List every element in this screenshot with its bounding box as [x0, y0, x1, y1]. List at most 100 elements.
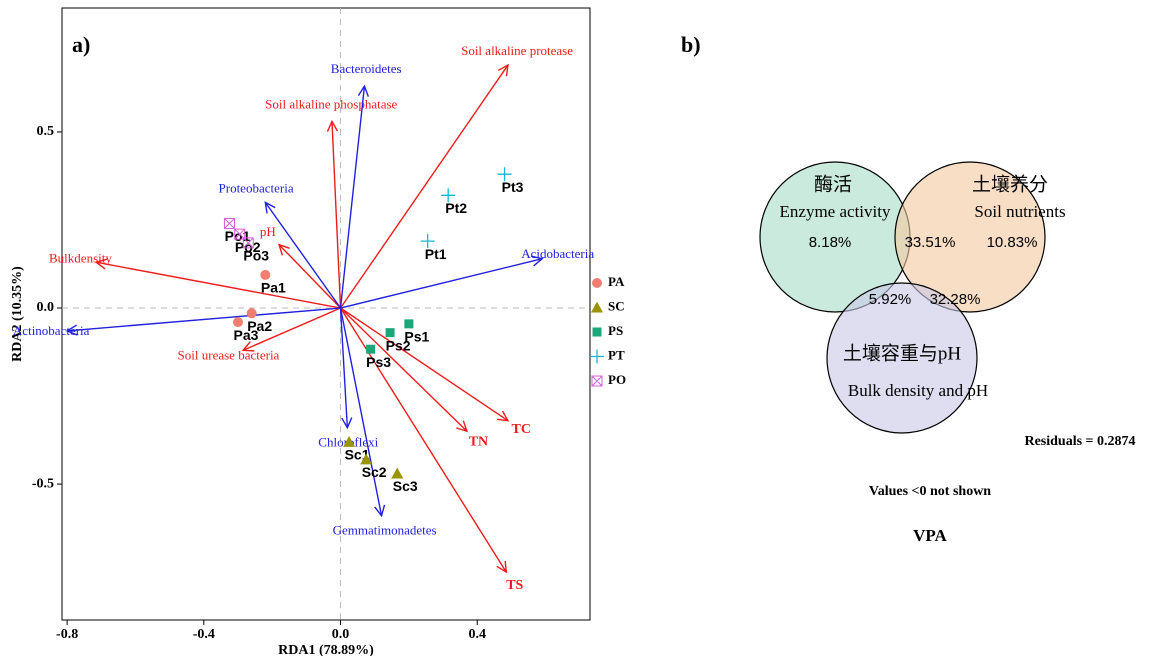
arrow-label: Bacteroidetes: [331, 61, 402, 76]
arrow-label: TN: [469, 435, 488, 450]
residuals: Residuals = 0.2874: [1024, 434, 1135, 449]
arrow-label: Gemmatimonadetes: [333, 522, 437, 537]
point: [592, 327, 602, 337]
point: [343, 435, 356, 447]
region-value: 33.51%: [905, 234, 956, 251]
venn-set: [894, 161, 1046, 313]
point: [242, 237, 254, 249]
point-label: Ps1: [404, 329, 429, 345]
point-label: Pa1: [261, 280, 286, 296]
arrow-head: [496, 560, 508, 574]
arrow-label: Soil alkaline protease: [461, 43, 573, 58]
arrow-label: TC: [512, 422, 531, 437]
legend-label: PS: [608, 323, 623, 338]
set-subname: Bulk density and pH: [848, 381, 988, 400]
arrow: [264, 201, 342, 309]
region-value: 32.28%: [930, 291, 981, 308]
region-value: 5.92%: [869, 291, 912, 308]
point: [260, 269, 271, 280]
point: [366, 344, 376, 354]
set-name: 酶活: [814, 173, 852, 195]
x-tick-label: 0.0: [332, 627, 350, 642]
y-axis-label: RDA2 (10.35%): [10, 266, 25, 362]
arrow: [339, 307, 383, 516]
arrow-head: [374, 504, 386, 518]
arrow-label: TS: [506, 578, 523, 593]
arrow: [67, 307, 341, 332]
point: [404, 319, 414, 329]
point-label: Po2: [235, 239, 261, 255]
region-value: 10.83%: [987, 234, 1038, 251]
y-tick-label: 0.5: [37, 124, 55, 139]
y-tick-label: 0.0: [37, 300, 55, 315]
arrow: [339, 307, 349, 428]
arrow: [340, 258, 543, 309]
point: [591, 375, 603, 387]
arrow-label: Acidobacteria: [521, 246, 594, 261]
arrow-head: [264, 201, 276, 214]
point: [223, 218, 235, 230]
y-tick-label: -0.5: [32, 476, 54, 491]
point: [591, 301, 603, 313]
panel-label: a): [72, 32, 90, 57]
point-label: Sc2: [362, 464, 387, 480]
arrow-head: [341, 417, 353, 430]
point-label: Ps3: [366, 354, 391, 370]
point: [360, 453, 373, 465]
x-tick-label: -0.4: [193, 627, 215, 642]
point: [441, 188, 456, 203]
point-label: Ps2: [386, 337, 411, 353]
region-value: 8.18%: [809, 234, 852, 251]
venn-set: [826, 282, 978, 434]
arrow-head: [531, 255, 544, 267]
point-label: Po3: [243, 248, 269, 264]
x-axis-label: RDA1 (78.89%): [278, 643, 374, 656]
x-tick-label: 0.4: [468, 627, 486, 642]
arrow-head: [65, 324, 78, 336]
arrow-label: Actinobacteria: [13, 323, 90, 338]
arrow: [339, 86, 366, 309]
point: [391, 467, 404, 479]
set-name: 土壤容重与pH: [843, 342, 962, 364]
arrow-label: Soil alkaline phosphatase: [265, 96, 397, 111]
panel-label: b): [681, 32, 701, 57]
arrow-label: Proteobacteria: [219, 180, 294, 195]
point-label: Pa2: [247, 318, 272, 334]
point: [497, 167, 512, 182]
point: [590, 349, 604, 364]
arrow: [242, 307, 341, 351]
arrow-head: [94, 258, 108, 270]
point: [592, 278, 602, 288]
legend-label: SC: [608, 298, 625, 313]
arrow-head: [357, 84, 370, 97]
point-label: Pt3: [502, 179, 524, 195]
arrow-head: [497, 63, 509, 77]
arrow: [331, 121, 342, 309]
arrow-head: [326, 119, 339, 132]
point: [385, 328, 395, 338]
legend-label: PA: [608, 274, 625, 289]
arrow: [339, 64, 509, 309]
point-label: Pa3: [234, 327, 259, 343]
arrow: [96, 261, 341, 309]
point: [233, 317, 243, 328]
arrow: [340, 307, 509, 422]
arrow: [340, 307, 468, 432]
point: [420, 234, 435, 249]
arrow-label: Bulkdensity: [49, 250, 112, 265]
point: [246, 308, 257, 319]
x-tick-label: -0.8: [56, 627, 78, 642]
note: Values <0 not shown: [869, 484, 991, 499]
caption: VPA: [913, 526, 947, 545]
point-label: Pt2: [445, 200, 467, 216]
arrow-label: pH: [260, 224, 276, 239]
set-name: 土壤养分: [972, 173, 1048, 195]
arrow-head: [496, 410, 510, 422]
arrow-head: [456, 420, 469, 433]
legend-label: PO: [608, 372, 626, 387]
legend-label: PT: [608, 347, 625, 362]
set-subname: Enzyme activity: [780, 202, 891, 221]
arrow-head: [241, 341, 255, 352]
set-subname: Soil nutrients: [974, 202, 1065, 221]
